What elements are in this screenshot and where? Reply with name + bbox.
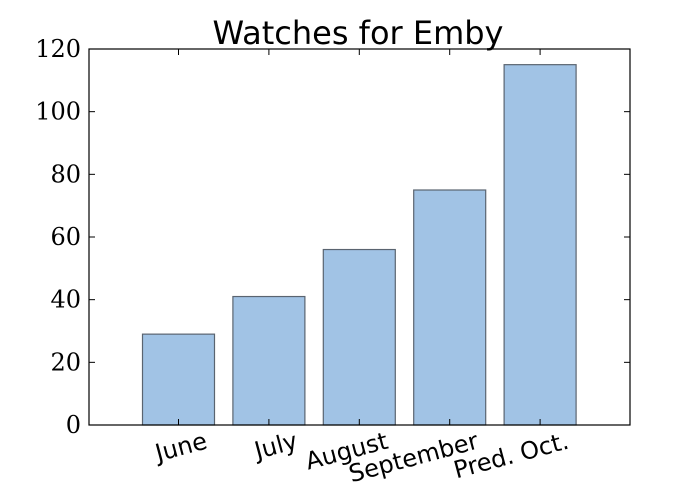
y-tick-label: 80: [50, 160, 81, 188]
x-tick-label: July: [250, 427, 301, 466]
bars-group: [141, 64, 577, 426]
y-axis: 0 20 40 60 80 100 120: [35, 35, 630, 439]
plot-frame: [88, 48, 631, 426]
y-tick-label: 120: [35, 35, 81, 63]
bar-pred-oct: [503, 64, 577, 426]
y-tick-label: 100: [35, 98, 81, 126]
bar-september: [413, 189, 487, 426]
y-tick-label: 0: [66, 411, 81, 439]
bar-july: [232, 295, 306, 426]
y-tick-label: 20: [50, 348, 81, 376]
y-tick-label: 60: [50, 223, 81, 251]
chart-title: Watches for Emby: [213, 14, 504, 52]
y-tick-label: 40: [50, 286, 81, 314]
x-tick-label: June: [150, 427, 210, 468]
bar-august: [322, 248, 396, 426]
bar-june: [141, 333, 216, 426]
